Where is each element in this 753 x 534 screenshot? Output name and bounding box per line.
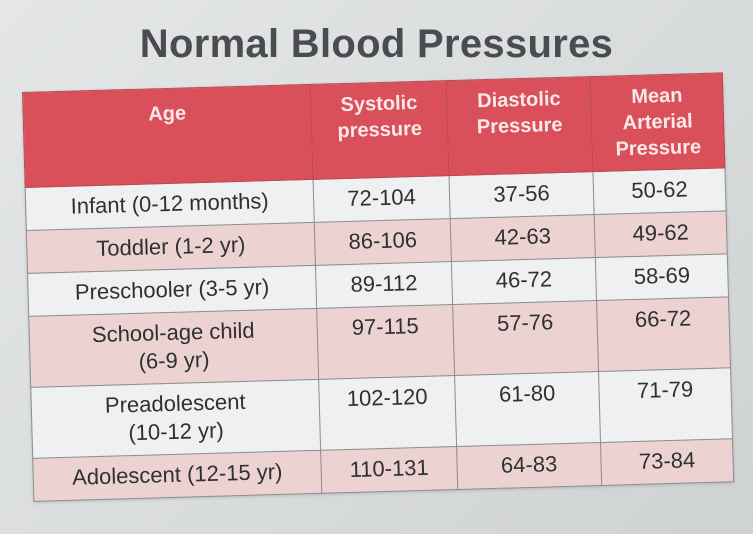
cell-diastolic: 46-72 bbox=[451, 257, 597, 305]
header-systolic: Systolic pressure bbox=[310, 80, 450, 180]
cell-systolic: 102-120 bbox=[318, 375, 457, 451]
header-mean-arterial: Mean Arterial Pressure bbox=[590, 72, 725, 172]
cell-mean-arterial: 49-62 bbox=[594, 210, 728, 258]
cell-age: Preadolescent (10-12 yr) bbox=[30, 379, 321, 459]
cell-systolic: 89-112 bbox=[315, 261, 453, 309]
cell-age: Adolescent (12-15 yr) bbox=[32, 450, 322, 502]
blood-pressure-table: Age Systolic pressure Diastolic Pressure… bbox=[22, 72, 734, 502]
cell-systolic: 72-104 bbox=[313, 175, 451, 223]
cell-mean-arterial: 50-62 bbox=[592, 167, 727, 215]
cell-mean-arterial: 66-72 bbox=[596, 296, 731, 372]
cell-diastolic: 61-80 bbox=[454, 371, 601, 447]
cell-mean-arterial: 73-84 bbox=[600, 438, 734, 486]
cell-systolic: 97-115 bbox=[316, 304, 455, 380]
cell-diastolic: 57-76 bbox=[452, 300, 599, 376]
cell-mean-arterial: 58-69 bbox=[595, 253, 729, 301]
cell-systolic: 86-106 bbox=[314, 218, 452, 266]
cell-systolic: 110-131 bbox=[320, 446, 458, 494]
cell-age: School-age child (6-9 yr) bbox=[28, 308, 319, 388]
cell-diastolic: 64-83 bbox=[456, 442, 602, 490]
header-diastolic: Diastolic Pressure bbox=[446, 76, 593, 176]
blood-pressure-table-wrapper: Age Systolic pressure Diastolic Pressure… bbox=[22, 72, 743, 502]
header-age: Age bbox=[22, 84, 314, 188]
page-title: Normal Blood Pressures bbox=[139, 22, 614, 66]
cell-diastolic: 37-56 bbox=[449, 171, 595, 219]
cell-diastolic: 42-63 bbox=[450, 214, 596, 262]
cell-mean-arterial: 71-79 bbox=[598, 367, 733, 443]
